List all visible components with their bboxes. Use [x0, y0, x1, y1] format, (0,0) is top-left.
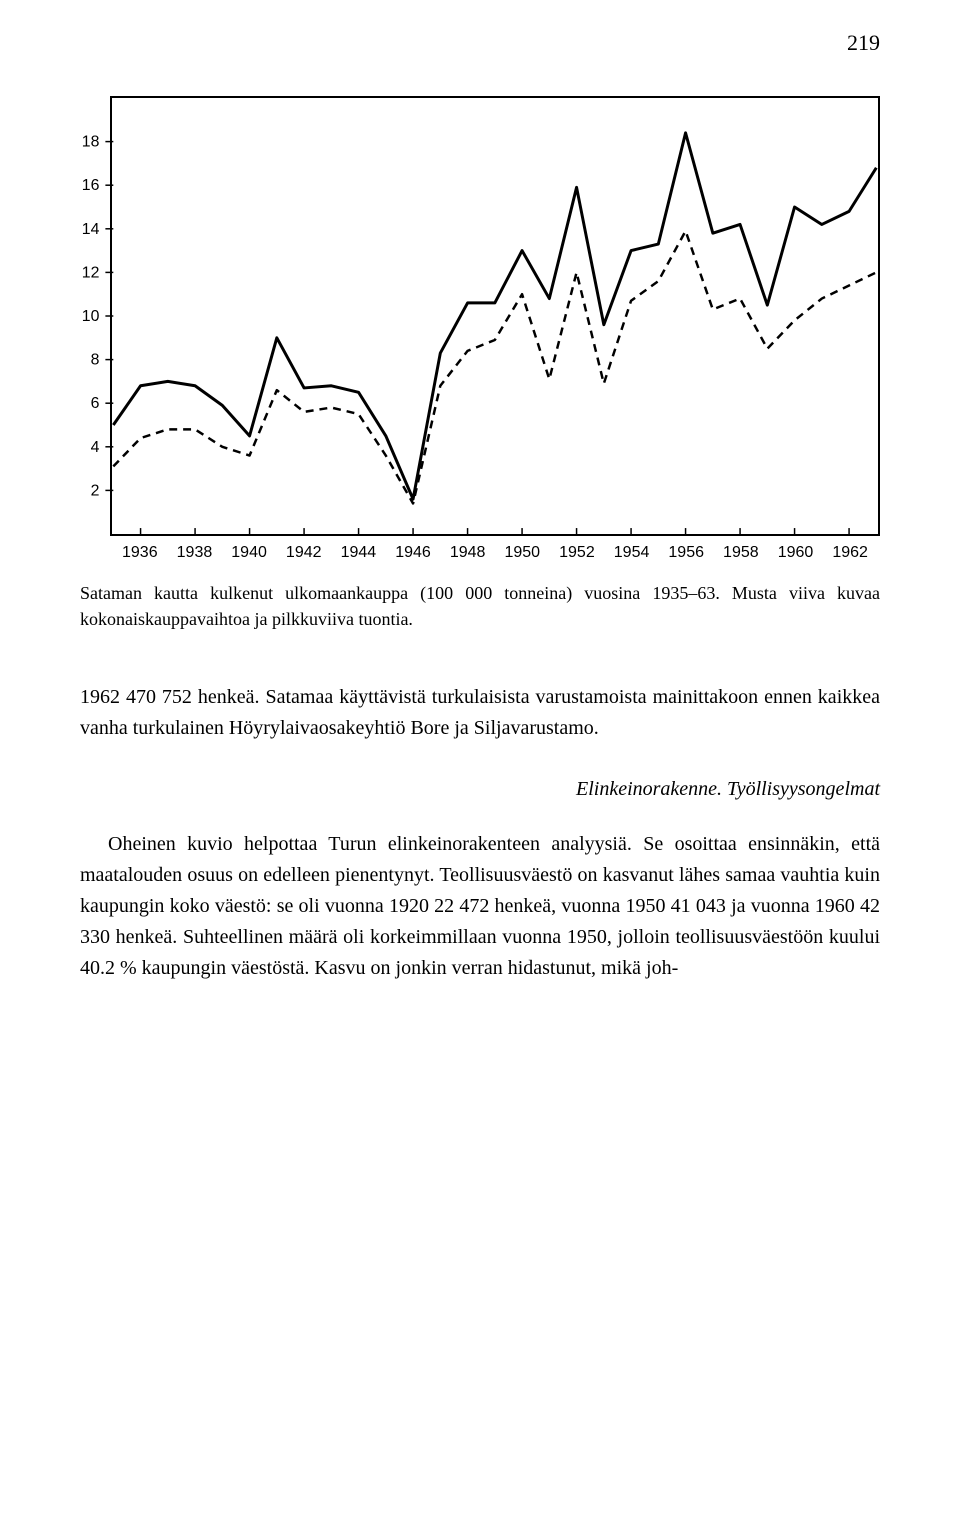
- svg-text:14: 14: [82, 221, 100, 238]
- svg-text:6: 6: [91, 395, 100, 412]
- x-axis-ticks: 1936 1938 1940 1942 1944 1946 1948 1950 1952 1954…: [110, 544, 880, 562]
- paragraph-2: Oheinen kuvio helpottaa Turun elinkeinor…: [80, 829, 880, 984]
- x-tick-label: 1950: [504, 544, 540, 562]
- svg-text:2: 2: [91, 482, 100, 499]
- svg-text:4: 4: [91, 439, 100, 456]
- section-heading: Elinkeinorakenne. Työllisyysongelmat: [80, 778, 880, 801]
- chart-frame: 24681012141618: [110, 96, 880, 536]
- svg-text:16: 16: [82, 177, 100, 194]
- x-tick-label: 1948: [450, 544, 486, 562]
- x-tick-label: 1946: [395, 544, 431, 562]
- svg-text:10: 10: [82, 308, 100, 325]
- x-tick-label: 1962: [832, 544, 868, 562]
- svg-text:8: 8: [91, 352, 100, 369]
- x-tick-label: 1936: [122, 544, 158, 562]
- paragraph-1: 1962 470 752 henkeä. Satamaa käyttävistä…: [80, 682, 880, 744]
- x-tick-label: 1958: [723, 544, 759, 562]
- svg-text:12: 12: [82, 264, 100, 281]
- x-tick-label: 1952: [559, 544, 595, 562]
- page-number: 219: [80, 30, 880, 56]
- x-tick-label: 1954: [614, 544, 650, 562]
- x-tick-label: 1942: [286, 544, 322, 562]
- line-chart: 2 4 6 8 10 12 14 16 18: [72, 98, 878, 534]
- svg-text:18: 18: [82, 134, 100, 151]
- chart-caption: Sataman kautta kulkenut ulkomaankauppa (…: [80, 580, 880, 632]
- x-tick-label: 1938: [177, 544, 213, 562]
- x-tick-label: 1960: [778, 544, 814, 562]
- x-tick-label: 1940: [231, 544, 267, 562]
- x-tick-label: 1944: [341, 544, 377, 562]
- x-tick-label: 1956: [668, 544, 704, 562]
